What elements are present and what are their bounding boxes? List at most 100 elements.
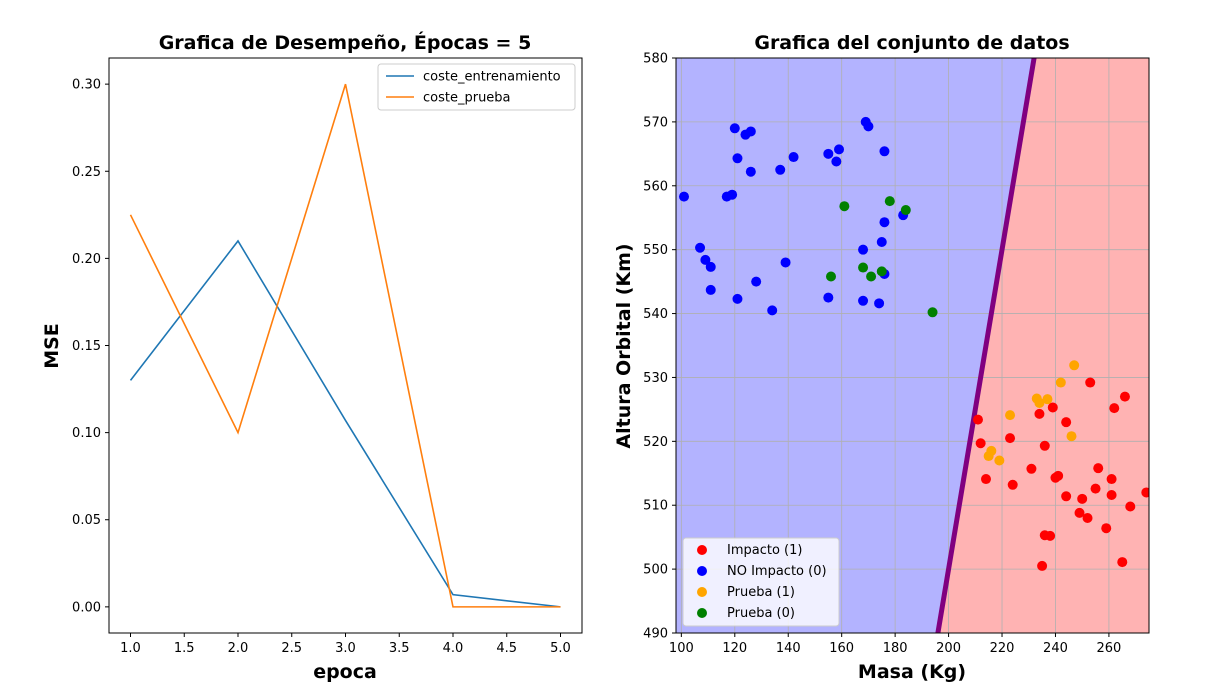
point-no-impacto-0 (679, 191, 690, 202)
point-impacto-1 (1119, 391, 1130, 402)
point-no-impacto-0 (745, 166, 756, 177)
x-tick-label: 4.0 (443, 641, 464, 656)
point-no-impacto-0 (745, 126, 756, 137)
series-line-coste-prueba (129, 83, 561, 608)
point-no-impacto-0 (700, 254, 711, 265)
point-prueba-0 (884, 196, 895, 207)
y-axis-label: MSE (41, 323, 63, 369)
point-prueba-1 (986, 445, 997, 456)
x-tick-label: 3.5 (389, 641, 410, 656)
point-prueba-1 (1069, 360, 1080, 371)
point-no-impacto-0 (874, 298, 885, 309)
x-tick-label: 2.5 (281, 641, 302, 656)
point-impacto-1 (1074, 507, 1085, 518)
y-tick-label: 0.20 (72, 252, 101, 267)
x-tick-label: 140 (776, 641, 801, 656)
point-impacto-1 (1047, 402, 1058, 413)
decision-boundary (935, 58, 1037, 633)
x-tick-label: 1.5 (174, 641, 195, 656)
point-prueba-0 (927, 307, 938, 318)
chart-title: Grafica del conjunto de datos (754, 32, 1069, 54)
y-tick-label: 560 (643, 179, 668, 194)
point-impacto-1 (1026, 463, 1037, 474)
point-prueba-0 (866, 271, 877, 282)
y-tick-label: 520 (643, 435, 668, 450)
x-tick-label: 1.0 (120, 641, 141, 656)
point-prueba-0 (900, 205, 911, 216)
point-prueba-1 (1005, 410, 1016, 421)
point-no-impacto-0 (729, 123, 740, 134)
point-impacto-1 (1061, 417, 1072, 428)
y-tick-label: 0.00 (72, 600, 101, 615)
point-no-impacto-0 (831, 156, 842, 167)
x-tick-label: 3.0 (335, 641, 356, 656)
plot-area (109, 58, 582, 633)
y-tick-label: 530 (643, 371, 668, 386)
point-impacto-1 (1053, 470, 1064, 481)
point-no-impacto-0 (823, 148, 834, 159)
performance-chart: Grafica de Desempeño, Épocas = 5 1.0 1.5 2… (41, 31, 583, 683)
dataset-chart: Grafica del conjunto de datos 100 120 140 1… (613, 32, 1150, 683)
point-no-impacto-0 (858, 295, 869, 306)
point-impacto-1 (1106, 474, 1117, 485)
point-impacto-1 (1082, 513, 1093, 523)
point-no-impacto-0 (876, 237, 887, 247)
point-prueba-0 (876, 266, 887, 277)
legend-marker-prueba-0 (697, 608, 707, 618)
point-impacto-1 (975, 438, 986, 449)
point-no-impacto-0 (732, 293, 743, 304)
x-tick-label: 260 (1097, 641, 1122, 656)
point-prueba-1 (1055, 377, 1066, 388)
y-tick-label: 0.25 (72, 165, 101, 180)
legend-label-no-impacto: NO Impacto (0) (727, 564, 827, 579)
point-prueba-0 (858, 262, 869, 273)
chart-title: Grafica de Desempeño, Épocas = 5 (159, 31, 532, 54)
y-tick-label: 550 (643, 243, 668, 258)
point-impacto-1 (1141, 487, 1149, 498)
legend-label-impacto: Impacto (1) (727, 543, 802, 558)
point-impacto-1 (1034, 408, 1045, 419)
point-impacto-1 (1061, 491, 1072, 502)
point-prueba-1 (1066, 431, 1077, 442)
point-prueba-1 (1034, 398, 1045, 408)
y-tick-label: 0.05 (72, 513, 101, 528)
legend-label-train: coste_entrenamiento (423, 70, 561, 85)
x-tick-label: 240 (1043, 641, 1068, 656)
point-impacto-1 (1005, 433, 1016, 444)
x-tick-label: 2.0 (228, 641, 249, 656)
legend-label-prueba-0: Prueba (0) (727, 606, 795, 621)
point-no-impacto-0 (879, 146, 890, 157)
point-impacto-1 (980, 474, 991, 485)
point-impacto-1 (1077, 493, 1088, 504)
legend-marker-no-impacto (697, 566, 707, 576)
point-impacto-1 (1109, 403, 1120, 414)
legend-marker-impacto (697, 545, 707, 555)
y-tick-label: 540 (643, 307, 668, 322)
point-no-impacto-0 (705, 261, 716, 272)
point-impacto-1 (1125, 501, 1136, 512)
point-no-impacto-0 (751, 276, 762, 287)
x-tick-label: 220 (990, 641, 1015, 656)
point-no-impacto-0 (858, 244, 869, 255)
point-no-impacto-0 (834, 144, 845, 155)
point-no-impacto-0 (863, 121, 874, 132)
point-no-impacto-0 (879, 217, 890, 228)
point-no-impacto-0 (732, 153, 743, 164)
point-prueba-1 (1042, 394, 1053, 405)
legend-box (377, 63, 576, 111)
point-impacto-1 (1117, 557, 1128, 568)
point-no-impacto-0 (705, 284, 716, 295)
x-axis-label: epoca (313, 661, 377, 683)
plot-frame (675, 57, 1150, 634)
series-line-coste-entrenamiento (129, 239, 561, 608)
legend: coste_entrenamiento coste_prueba (377, 63, 576, 111)
x-tick-label: 160 (829, 641, 854, 656)
x-tick-label: 4.5 (496, 641, 517, 656)
y-tick-label: 500 (643, 563, 668, 578)
point-no-impacto-0 (823, 292, 834, 303)
y-axis-label: Altura Orbital (Km) (613, 243, 635, 448)
y-tick-label: 0.30 (72, 78, 101, 93)
y-tick-label: 490 (643, 627, 668, 642)
point-impacto-1 (972, 414, 983, 425)
